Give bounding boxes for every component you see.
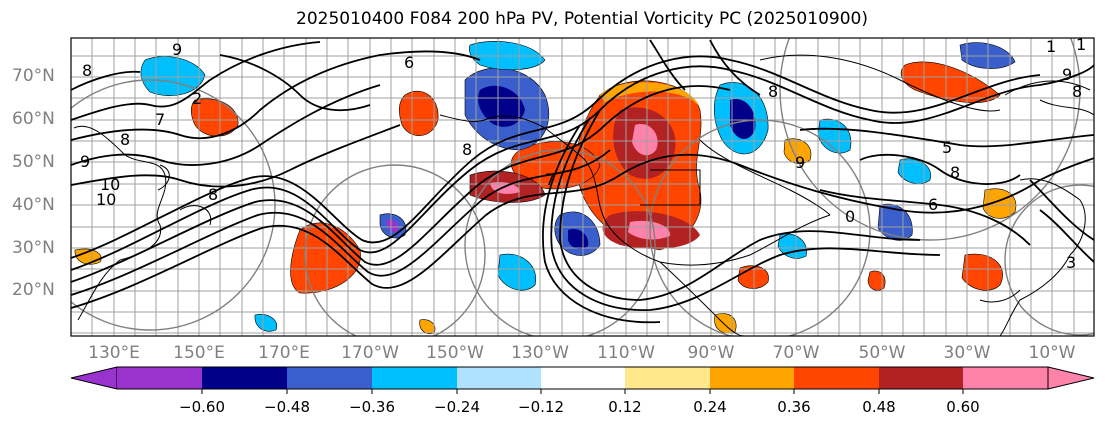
contour-label: 7 xyxy=(155,110,165,129)
lon-label: 170°E xyxy=(258,343,310,363)
map-frame xyxy=(70,37,1095,337)
lon-label: 90°W xyxy=(687,343,735,363)
colorbar-cell xyxy=(794,367,879,389)
colorbar-max-arrow xyxy=(1047,366,1095,390)
colorbar-tick-label: −0.12 xyxy=(518,398,564,416)
contour-label: 5 xyxy=(942,138,952,157)
colorbar-cell xyxy=(963,367,1048,389)
contour-label: 0 xyxy=(845,207,855,226)
pv-contours xyxy=(71,39,1094,324)
lon-label: 70°W xyxy=(772,343,820,363)
colorbar-cell xyxy=(541,367,625,389)
contour-label: 8 xyxy=(82,61,92,80)
contour-label: 8 xyxy=(120,130,130,149)
colorbar-tick-label: 0.60 xyxy=(946,398,980,416)
contour-label: 8 xyxy=(768,82,778,101)
lat-label: 60°N xyxy=(12,109,55,129)
colorbar-tick-label: 0.48 xyxy=(862,398,896,416)
colorbar-tick-label: −0.36 xyxy=(349,398,395,416)
lon-label: 10°W xyxy=(1028,343,1076,363)
negative-anomaly-region xyxy=(140,41,1016,332)
colorbar-cell xyxy=(625,367,710,389)
map-gridlines xyxy=(71,38,1094,336)
colorbar-tick-label: −0.48 xyxy=(264,398,310,416)
contour-label: 8 xyxy=(462,140,472,159)
lon-label: 170°W xyxy=(341,343,399,363)
contour-label: 1 xyxy=(1046,37,1056,56)
colorbar-cell xyxy=(879,367,963,389)
colorbar-tick-label: −0.24 xyxy=(434,398,480,416)
map-title: 2025010400 F084 200 hPa PV, Potential Vo… xyxy=(296,9,868,29)
colorbar-tick-label: −0.60 xyxy=(179,398,225,416)
lon-label: 130°W xyxy=(511,343,569,363)
gray-circle-contours xyxy=(71,38,1094,336)
lon-label: 50°W xyxy=(858,343,906,363)
contour-label: 8 xyxy=(208,185,218,204)
contour-label: 6 xyxy=(404,53,414,72)
contour-label: 9 xyxy=(1062,65,1072,84)
lon-label: 150°W xyxy=(426,343,484,363)
contour-label: 9 xyxy=(172,40,182,59)
lon-label: 130°E xyxy=(88,343,140,363)
lat-label: 30°N xyxy=(12,238,55,258)
contour-label: 8 xyxy=(1072,82,1082,101)
contour-label: 1 xyxy=(1076,35,1086,54)
coastlines xyxy=(73,54,1094,336)
colorbar-cell xyxy=(117,367,202,389)
contour-label: 9 xyxy=(795,153,805,172)
contour-label: 9 xyxy=(80,152,90,171)
contour-label: 10 xyxy=(96,190,116,209)
colorbar-tick-label: 0.12 xyxy=(608,398,642,416)
colorbar-cell xyxy=(372,367,457,389)
lon-label: 30°W xyxy=(943,343,991,363)
colorbar-cell xyxy=(287,367,372,389)
contour-label: 3 xyxy=(1066,253,1076,272)
contour-label: 6 xyxy=(928,195,938,214)
lat-label: 40°N xyxy=(12,195,55,215)
colorbar-tick-label: 0.24 xyxy=(693,398,727,416)
contour-label: 8 xyxy=(950,163,960,182)
lat-label: 50°N xyxy=(12,152,55,172)
contour-label: 10 xyxy=(100,175,120,194)
colorbar-cell xyxy=(710,367,794,389)
colorbar xyxy=(70,366,1095,394)
contour-label: 2 xyxy=(192,89,202,108)
colorbar-cell xyxy=(202,367,287,389)
colorbar-min-arrow xyxy=(70,366,118,390)
lat-label: 70°N xyxy=(12,66,55,86)
contour-labels: 9 8 2 7 9 8 10 6 8 7 9 8 5 1 0 8 9 6 8 1… xyxy=(80,35,1086,272)
lon-label: 110°W xyxy=(597,343,655,363)
lat-label: 20°N xyxy=(12,280,55,300)
contour-label: 7 xyxy=(545,170,555,189)
lon-label: 150°E xyxy=(173,343,225,363)
colorbar-tick-label: 0.36 xyxy=(777,398,811,416)
colorbar-cell xyxy=(457,367,541,389)
